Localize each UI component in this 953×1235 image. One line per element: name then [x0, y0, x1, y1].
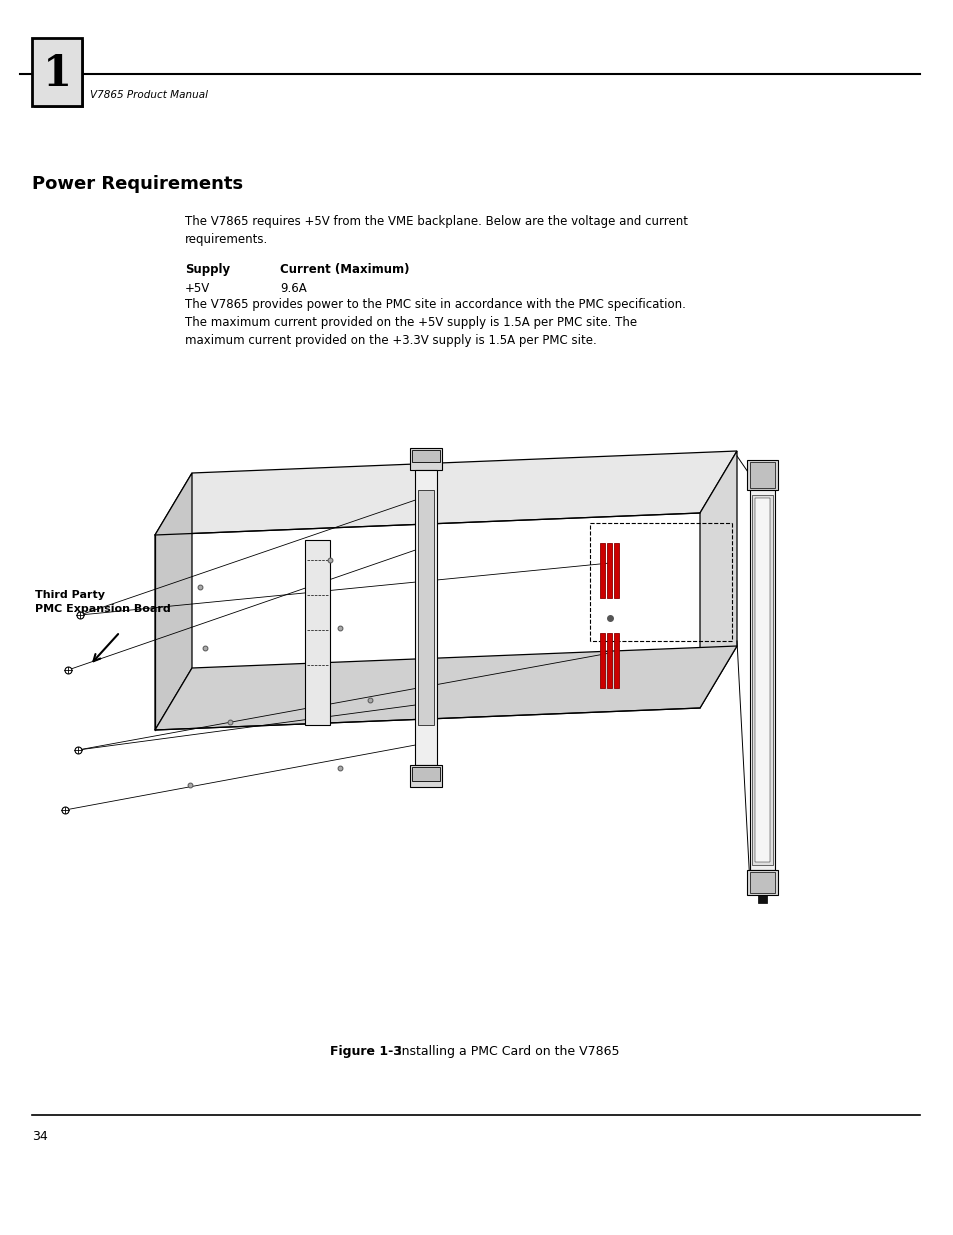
- Polygon shape: [614, 634, 618, 688]
- Polygon shape: [412, 450, 440, 462]
- Text: Supply: Supply: [185, 263, 230, 275]
- Polygon shape: [416, 471, 437, 764]
- Polygon shape: [599, 634, 604, 688]
- Bar: [32, 38, 82, 106]
- Polygon shape: [758, 895, 766, 903]
- Polygon shape: [154, 646, 737, 730]
- Bar: [34, 40, 84, 107]
- Polygon shape: [305, 540, 330, 725]
- Polygon shape: [418, 490, 434, 725]
- Text: Power Requirements: Power Requirements: [32, 175, 243, 193]
- Text: V7865 Product Manual: V7865 Product Manual: [90, 90, 208, 100]
- Polygon shape: [154, 451, 737, 535]
- Polygon shape: [749, 462, 774, 488]
- Text: Current (Maximum): Current (Maximum): [280, 263, 409, 275]
- Polygon shape: [749, 490, 774, 869]
- Text: Figure 1-3: Figure 1-3: [330, 1045, 401, 1058]
- Text: 9.6A: 9.6A: [280, 282, 307, 295]
- Polygon shape: [410, 764, 442, 787]
- Polygon shape: [749, 872, 774, 893]
- Text: 34: 34: [32, 1130, 48, 1144]
- Polygon shape: [614, 543, 618, 598]
- Polygon shape: [751, 495, 772, 864]
- Text: 1: 1: [43, 53, 71, 95]
- Polygon shape: [606, 543, 612, 598]
- Text: The V7865 requires +5V from the VME backplane. Below are the voltage and current: The V7865 requires +5V from the VME back…: [185, 215, 687, 246]
- Polygon shape: [412, 767, 440, 781]
- Polygon shape: [746, 459, 778, 490]
- Polygon shape: [154, 473, 192, 730]
- Polygon shape: [700, 451, 737, 708]
- Polygon shape: [599, 543, 604, 598]
- Text: Third Party: Third Party: [35, 590, 105, 600]
- Text: The V7865 provides power to the PMC site in accordance with the PMC specificatio: The V7865 provides power to the PMC site…: [185, 298, 685, 347]
- Text: +5V: +5V: [185, 282, 210, 295]
- Polygon shape: [746, 869, 778, 895]
- Polygon shape: [606, 634, 612, 688]
- Polygon shape: [410, 448, 442, 471]
- Text: PMC Expansion Board: PMC Expansion Board: [35, 604, 171, 614]
- Polygon shape: [754, 498, 769, 862]
- Text: Installing a PMC Card on the V7865: Installing a PMC Card on the V7865: [390, 1045, 618, 1058]
